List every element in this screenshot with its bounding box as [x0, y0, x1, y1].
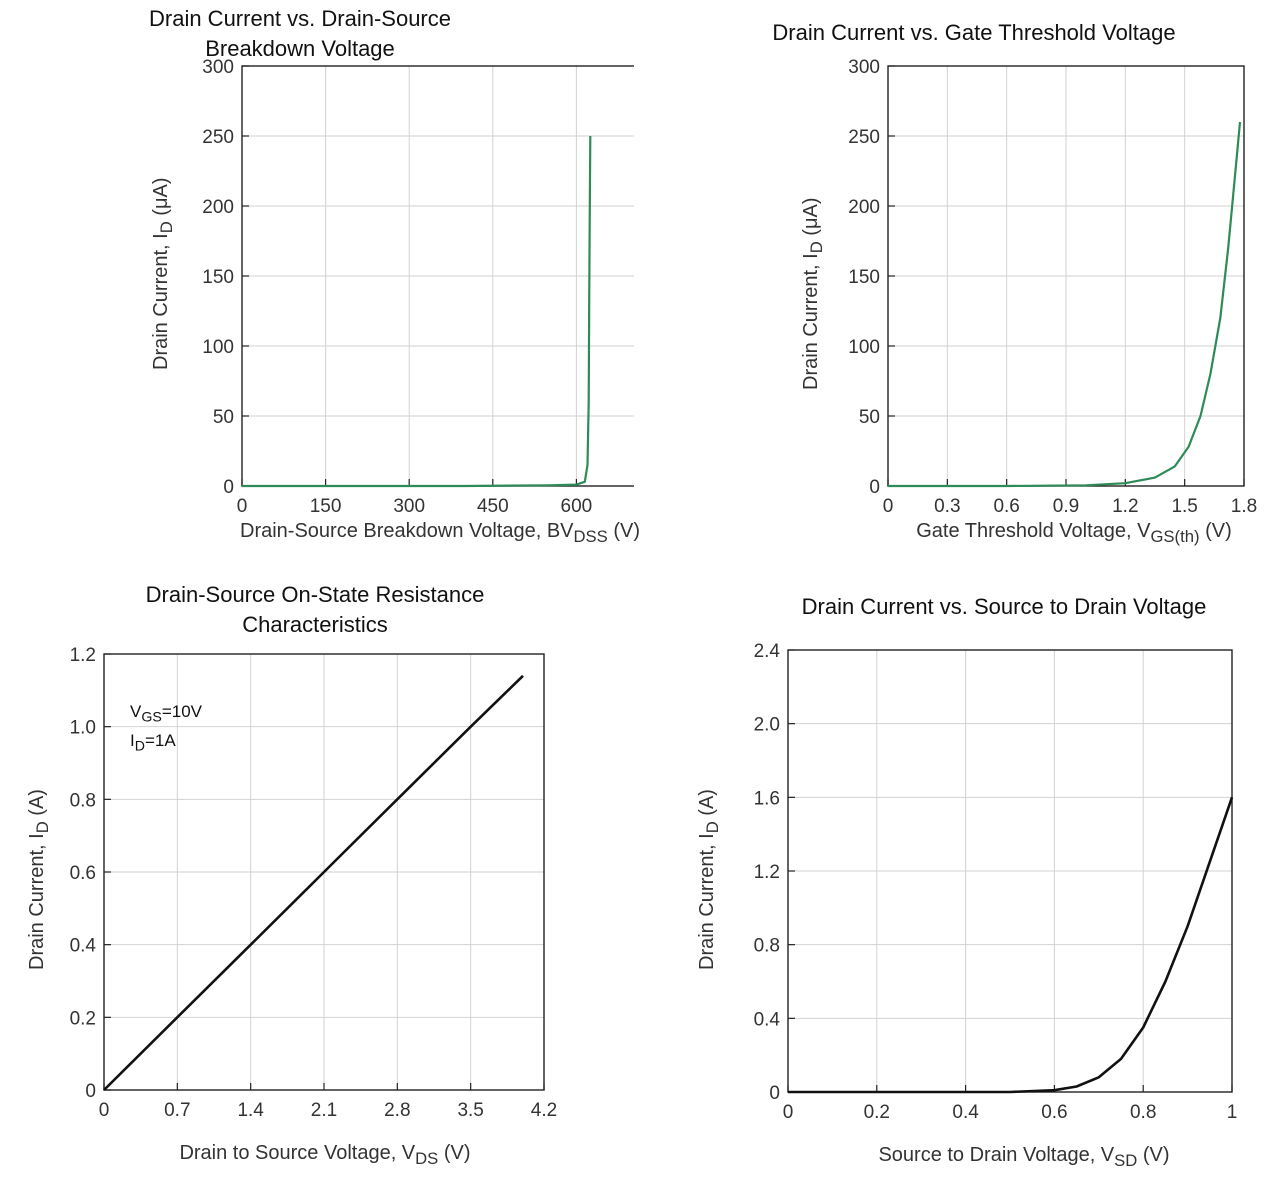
breakdown-voltage-chart: Drain Current vs. Drain-Source Breakdown…: [0, 0, 640, 560]
chart-title: Drain-Source On-State Resistance Charact…: [60, 580, 570, 640]
x-tick-label: 1: [1227, 1102, 1238, 1123]
y-tick-label: 2.0: [754, 715, 780, 736]
gate-threshold-chart: Drain Current vs. Gate Threshold Voltage…: [634, 0, 1268, 560]
x-tick-label: 0.6: [1041, 1102, 1067, 1123]
chart-plot-svg: 0 0.3 0.6 0.9 1.2 1.5 1.8 0 50 100 150 200 250 300: [848, 57, 1257, 517]
y-tick-label: 1.2: [754, 862, 780, 883]
y-tick-label: 0.8: [70, 790, 96, 811]
y-tick-label: 0: [85, 1081, 96, 1102]
chart-plot-svg: 0 0.2 0.4 0.6 0.8 1 0 0.4 0.8 1.2 1.6 2.0 2.4: [754, 641, 1238, 1123]
y-tick-label: 150: [202, 267, 234, 288]
chart-title-line-1: Drain Current vs. Drain-Source: [149, 6, 451, 31]
x-tick-label: 4.2: [531, 1100, 557, 1121]
x-tick-label: 2.1: [311, 1100, 337, 1121]
x-tick-label: 0: [883, 496, 894, 517]
y-tick-label: 200: [202, 197, 234, 218]
y-axis-label: Drain Current, ID (μA): [800, 197, 826, 391]
y-tick-label: 1.6: [754, 788, 780, 809]
chart-title: Drain Current vs. Source to Drain Voltag…: [754, 592, 1254, 622]
y-tick-label: 1.2: [70, 645, 96, 666]
chart-plot-svg: 0 0.7 1.4 2.1 2.8 3.5 4.2 0 0.2 0.4 0.6 0.8 1.0 1.2: [70, 645, 558, 1121]
x-tick-label: 0.2: [864, 1102, 890, 1123]
x-tick-label: 0.3: [934, 496, 960, 517]
x-tick-label: 0: [99, 1100, 110, 1121]
chart-title-line-2: Breakdown Voltage: [205, 36, 395, 61]
x-tick-label: 0.8: [1130, 1102, 1156, 1123]
y-tick-label: 50: [213, 407, 234, 428]
x-tick-label: 1.5: [1171, 496, 1197, 517]
x-tick-label: 300: [393, 496, 425, 517]
chart-legend: VGS=10V ID=1A: [130, 700, 202, 759]
chart-title: Drain Current vs. Gate Threshold Voltage: [694, 18, 1254, 48]
x-axis-label: Source to Drain Voltage, VSD (V): [878, 1144, 1170, 1170]
y-axis-label: Drain Current, ID (A): [26, 789, 52, 970]
y-tick-label: 0: [223, 477, 234, 498]
x-tick-label: 0.6: [993, 496, 1019, 517]
series-line: [788, 796, 1234, 1094]
x-tick-label: 1.2: [1112, 496, 1138, 517]
y-tick-label: 0.4: [70, 936, 97, 957]
x-tick-label: 0.4: [952, 1102, 979, 1123]
y-tick-label: 250: [202, 127, 234, 148]
chart-title: Drain Current vs. Drain-Source Breakdown…: [40, 4, 560, 64]
x-axis-label: Drain to Source Voltage, VDS (V): [179, 1142, 471, 1168]
x-tick-label: 0.9: [1053, 496, 1079, 517]
x-tick-label: 600: [561, 496, 593, 517]
y-tick-label: 50: [859, 407, 880, 428]
y-tick-label: 100: [848, 337, 880, 358]
x-tick-label: 450: [477, 496, 509, 517]
y-tick-label: 300: [848, 57, 880, 78]
chart-plot-svg: 0150300450600750050100150200250300: [202, 57, 634, 517]
x-tick-label: 0: [783, 1102, 794, 1123]
x-tick-label: 1.8: [1231, 496, 1257, 517]
y-tick-label: 200: [848, 197, 880, 218]
y-tick-label: 0.2: [70, 1008, 96, 1029]
x-axis-label: Gate Threshold Voltage, VGS(th) (V): [916, 520, 1232, 546]
y-tick-label: 0.8: [754, 936, 780, 957]
y-tick-label: 300: [202, 57, 234, 78]
series-line: [242, 135, 592, 488]
source-drain-voltage-chart: Drain Current vs. Source to Drain Voltag…: [634, 570, 1268, 1179]
x-tick-label: 2.8: [384, 1100, 410, 1121]
y-tick-label: 0.6: [70, 863, 96, 884]
y-tick-label: 0: [869, 477, 880, 498]
on-state-resistance-chart: Drain-Source On-State Resistance Charact…: [0, 570, 634, 1179]
y-tick-label: 100: [202, 337, 234, 358]
y-tick-label: 150: [848, 267, 880, 288]
chart-title-line-1: Drain-Source On-State Resistance: [145, 582, 485, 607]
chart-title-line-2: Characteristics: [242, 612, 388, 637]
y-tick-label: 1.0: [70, 718, 96, 739]
x-axis-label: Drain-Source Breakdown Voltage, BVDSS (V…: [240, 520, 640, 546]
series-line: [103, 674, 524, 1091]
y-tick-label: 2.4: [754, 641, 781, 662]
series-line: [888, 121, 1242, 488]
x-tick-label: 0.7: [164, 1100, 190, 1121]
y-tick-label: 0: [769, 1083, 780, 1104]
y-axis-label: Drain Current, ID (μA): [150, 177, 176, 371]
x-tick-label: 1.4: [237, 1100, 264, 1121]
x-tick-label: 0: [237, 496, 248, 517]
x-tick-label: 3.5: [457, 1100, 483, 1121]
x-tick-label: 150: [310, 496, 342, 517]
y-axis-label: Drain Current, ID (A): [696, 789, 722, 970]
legend-id: ID=1A: [130, 731, 176, 755]
y-tick-label: 250: [848, 127, 880, 148]
y-tick-label: 0.4: [754, 1009, 781, 1030]
chart-title-line-1: Drain Current vs. Source to Drain Voltag…: [801, 594, 1207, 619]
legend-vgs: VGS=10V: [130, 702, 202, 726]
chart-title-line-1: Drain Current vs. Gate Threshold Voltage: [772, 20, 1176, 45]
